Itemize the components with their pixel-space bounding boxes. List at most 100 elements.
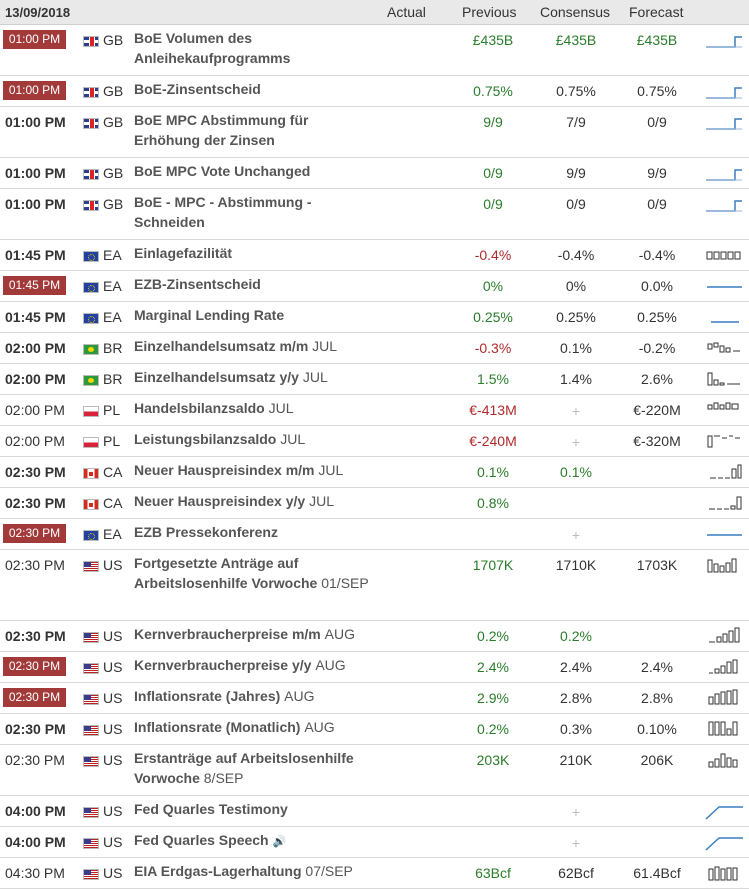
consensus-value: + [571, 434, 581, 450]
event-name[interactable]: Neuer Hauspreisindex y/y JUL [134, 491, 374, 511]
event-row[interactable]: 01:00 PM GB BoE MPC Vote Unchanged 0/9 9/9 9/… [0, 158, 749, 189]
event-name[interactable]: Handelsbilanzsaldo JUL [134, 398, 374, 418]
header-previous[interactable]: Previous [462, 4, 517, 20]
event-time: 02:00 PM [5, 402, 65, 418]
header-actual[interactable]: Actual [387, 4, 426, 20]
sparkline-chart-icon[interactable] [705, 720, 743, 738]
sparkline-chart-icon[interactable] [705, 627, 743, 645]
event-period: AUG [304, 719, 335, 735]
event-name[interactable]: Einzelhandelsumsatz y/y JUL [134, 367, 374, 387]
sparkline-chart-icon[interactable] [705, 556, 743, 574]
gb-flag-icon [83, 87, 99, 98]
event-name[interactable]: Inflationsrate (Monatlich) AUG [134, 717, 374, 737]
event-name[interactable]: Einlagefazilität [134, 243, 374, 263]
event-name[interactable]: Kernverbraucherpreise y/y AUG [134, 655, 374, 675]
event-row[interactable]: 02:30 PM CA Neuer Hauspreisindex y/y JUL 0.… [0, 488, 749, 519]
forecast-value: -0.4% [638, 247, 676, 263]
event-row[interactable]: 02:30 PM US Erstanträge auf Arbeitslosenhi… [0, 745, 749, 796]
event-title: BoE-Zinsentscheid [134, 81, 261, 97]
country-code: US [103, 834, 123, 850]
header-consensus[interactable]: Consensus [540, 4, 611, 20]
event-name[interactable]: Kernverbraucherpreise m/m AUG [134, 624, 374, 644]
event-row[interactable]: 01:45 PM EA EZB-Zinsentscheid 0% 0% 0.0% [0, 271, 749, 302]
event-row[interactable]: 02:30 PM US Fortgesetzte Anträge auf Arbei… [0, 550, 749, 621]
event-name[interactable]: Einzelhandelsumsatz m/m JUL [134, 336, 374, 356]
sparkline-chart-icon[interactable] [705, 113, 743, 131]
us-flag-icon [83, 663, 99, 674]
country-code: US [103, 690, 123, 706]
sparkline-chart-icon[interactable] [705, 195, 743, 213]
consensus-value: 0.25% [556, 309, 596, 325]
event-row[interactable]: 02:00 PM PL Handelsbilanzsaldo JUL €-413M + €… [0, 395, 749, 426]
event-row[interactable]: 04:00 PM US Fed Quarles Speech 🔊 + [0, 827, 749, 858]
sparkline-chart-icon[interactable] [705, 802, 743, 820]
event-name[interactable]: Leistungsbilanzsaldo JUL [134, 429, 374, 449]
event-row[interactable]: 02:30 PM US Kernverbraucherpreise m/m AUG 0… [0, 621, 749, 652]
event-row[interactable]: 01:00 PM GB BoE - MPC - Abstimmung - Schne… [0, 189, 749, 240]
speaker-icon[interactable]: 🔊 [272, 836, 287, 848]
sparkline-chart-icon[interactable] [705, 751, 743, 769]
sparkline-chart-icon[interactable] [705, 370, 743, 388]
sparkline-chart-icon[interactable] [705, 494, 743, 512]
previous-value: 0.1% [477, 464, 509, 480]
sparkline-chart-icon[interactable] [705, 339, 743, 357]
sparkline-chart-icon[interactable] [705, 401, 743, 419]
sparkline-chart-icon[interactable] [705, 82, 743, 100]
sparkline-chart-icon[interactable] [705, 525, 743, 543]
event-name[interactable]: Fed Quarles Testimony [134, 799, 374, 819]
country-code: US [103, 557, 123, 573]
sparkline-chart-icon[interactable] [705, 432, 743, 450]
event-row[interactable]: 01:00 PM GB BoE Volumen des Anleihekaufpro… [0, 25, 749, 76]
event-name[interactable]: EZB-Zinsentscheid [134, 274, 374, 294]
event-name[interactable]: Fortgesetzte Anträge auf Arbeitslosenhil… [134, 553, 374, 593]
sparkline-chart-icon[interactable] [705, 658, 743, 676]
ea-flag-icon [83, 313, 99, 324]
sparkline-chart-icon[interactable] [705, 31, 743, 49]
event-row[interactable]: 04:00 PM US Fed Quarles Testimony + [0, 796, 749, 827]
event-row[interactable]: 01:00 PM GB BoE-Zinsentscheid 0.75% 0.75% 0.7… [0, 76, 749, 107]
forecast-value: 2.4% [641, 659, 673, 675]
sparkline-chart-icon[interactable] [705, 164, 743, 182]
country-code: US [103, 659, 123, 675]
event-row[interactable]: 02:30 PM US Inflationsrate (Jahres) AUG 2.9… [0, 683, 749, 714]
event-name[interactable]: BoE - MPC - Abstimmung - Schneiden [134, 192, 374, 232]
sparkline-chart-icon[interactable] [705, 246, 743, 264]
event-row[interactable]: 02:30 PM US Kernverbraucherpreise y/y AUG 2… [0, 652, 749, 683]
sparkline-chart-icon[interactable] [705, 833, 743, 851]
event-name[interactable]: BoE-Zinsentscheid [134, 79, 374, 99]
event-row[interactable]: 02:30 PM EA EZB Pressekonferenz + [0, 519, 749, 550]
event-name[interactable]: Marginal Lending Rate [134, 305, 374, 325]
sparkline-chart-icon[interactable] [705, 864, 743, 882]
event-row[interactable]: 02:30 PM CA Neuer Hauspreisindex m/m JUL 0.… [0, 457, 749, 488]
previous-value: 1707K [472, 557, 514, 573]
event-row[interactable]: 02:30 PM US Inflationsrate (Monatlich) AUG… [0, 714, 749, 745]
event-row[interactable]: 01:45 PM EA Einlagefazilität -0.4% -0.4% -0.4… [0, 240, 749, 271]
event-row[interactable]: 02:00 PM BR Einzelhandelsumsatz m/m JUL -0.… [0, 333, 749, 364]
gb-flag-icon [83, 118, 99, 129]
header-forecast[interactable]: Forecast [629, 4, 684, 20]
event-name[interactable]: BoE Volumen des Anleihekaufprogramms [134, 28, 374, 68]
event-row[interactable]: 04:30 PM US EIA Erdgas-Lagerhaltung 07/SEP… [0, 858, 749, 889]
event-name[interactable]: BoE MPC Vote Unchanged [134, 161, 374, 181]
sparkline-chart-icon[interactable] [705, 463, 743, 481]
consensus-value: 1.4% [560, 371, 592, 387]
event-name[interactable]: Inflationsrate (Jahres) AUG [134, 686, 374, 706]
event-row[interactable]: 01:00 PM GB BoE MPC Abstimmung für Erhöhun… [0, 107, 749, 158]
event-title: Einzelhandelsumsatz m/m [134, 338, 309, 354]
event-row[interactable]: 02:00 PM PL Leistungsbilanzsaldo JUL €-240M… [0, 426, 749, 457]
sparkline-chart-icon[interactable] [705, 308, 743, 326]
sparkline-chart-icon[interactable] [705, 277, 743, 295]
event-row[interactable]: 01:45 PM EA Marginal Lending Rate 0.25% 0.25… [0, 302, 749, 333]
consensus-value: -0.4% [557, 247, 595, 263]
forecast-value: 0/9 [647, 114, 667, 130]
us-flag-icon [83, 756, 99, 767]
event-name[interactable]: BoE MPC Abstimmung für Erhöhung der Zins… [134, 110, 374, 150]
sparkline-chart-icon[interactable] [705, 689, 743, 707]
event-name[interactable]: Erstanträge auf Arbeitslosenhilfe Vorwoc… [134, 748, 374, 788]
event-name[interactable]: EIA Erdgas-Lagerhaltung 07/SEP [134, 861, 374, 881]
event-row[interactable]: 02:00 PM BR Einzelhandelsumsatz y/y JUL 1.5… [0, 364, 749, 395]
event-name[interactable]: Fed Quarles Speech 🔊 [134, 830, 374, 852]
event-name[interactable]: EZB Pressekonferenz [134, 522, 374, 542]
event-name[interactable]: Neuer Hauspreisindex m/m JUL [134, 460, 374, 480]
country-code: EA [103, 247, 122, 263]
